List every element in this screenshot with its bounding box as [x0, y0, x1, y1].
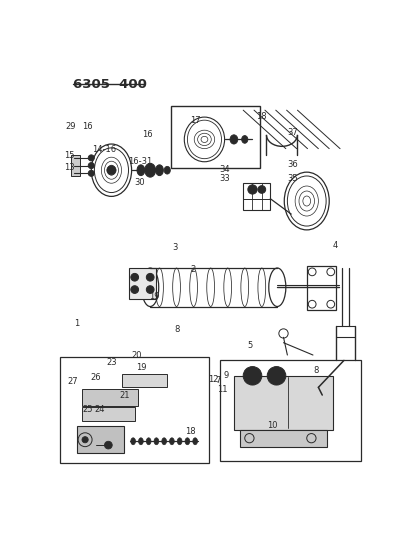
- Circle shape: [267, 367, 286, 385]
- Circle shape: [146, 286, 154, 294]
- Text: 27: 27: [67, 377, 78, 386]
- Text: 34: 34: [219, 165, 230, 174]
- Text: 26: 26: [90, 374, 101, 382]
- Bar: [240, 430, 327, 447]
- Text: 36: 36: [288, 160, 298, 169]
- Ellipse shape: [137, 165, 145, 175]
- Bar: [129, 268, 156, 299]
- Ellipse shape: [146, 438, 151, 445]
- Text: 30: 30: [134, 177, 145, 187]
- Circle shape: [131, 273, 139, 281]
- Text: 18: 18: [185, 427, 195, 436]
- Bar: [234, 376, 333, 430]
- Circle shape: [246, 370, 259, 382]
- Text: 37: 37: [288, 128, 298, 138]
- Text: 14-16: 14-16: [92, 145, 116, 154]
- Bar: [243, 183, 271, 210]
- Text: 6305  400: 6305 400: [73, 78, 146, 91]
- Circle shape: [82, 437, 88, 443]
- Bar: [78, 426, 124, 453]
- Ellipse shape: [139, 438, 143, 445]
- Circle shape: [88, 170, 94, 176]
- Text: 18: 18: [255, 112, 266, 120]
- Text: 16: 16: [142, 130, 153, 139]
- Text: 35: 35: [288, 174, 298, 183]
- Circle shape: [243, 367, 262, 385]
- Text: 29: 29: [66, 122, 76, 131]
- Circle shape: [88, 163, 94, 168]
- Bar: [220, 360, 361, 461]
- Bar: [71, 155, 80, 176]
- Circle shape: [104, 441, 112, 449]
- Ellipse shape: [131, 438, 135, 445]
- Text: 25: 25: [82, 406, 93, 415]
- Bar: [122, 374, 167, 387]
- Text: 11: 11: [217, 385, 228, 394]
- Circle shape: [248, 185, 257, 194]
- Text: 23: 23: [106, 358, 117, 367]
- Bar: [82, 389, 138, 406]
- Text: 7: 7: [215, 376, 220, 385]
- Circle shape: [88, 155, 94, 161]
- Circle shape: [271, 370, 283, 382]
- Ellipse shape: [170, 438, 174, 445]
- Text: 8: 8: [313, 366, 319, 375]
- Circle shape: [131, 286, 139, 294]
- Bar: [82, 407, 135, 421]
- Text: 20: 20: [132, 351, 142, 360]
- Ellipse shape: [145, 163, 155, 177]
- Text: 21: 21: [119, 391, 130, 400]
- Text: 1: 1: [74, 319, 80, 328]
- Text: 16-31: 16-31: [128, 157, 152, 166]
- Ellipse shape: [230, 135, 238, 144]
- Text: 19: 19: [136, 363, 146, 372]
- Bar: [171, 106, 260, 168]
- Text: 13: 13: [64, 163, 75, 172]
- Text: 2: 2: [190, 265, 195, 274]
- Text: 17: 17: [191, 116, 201, 125]
- Text: 9: 9: [224, 370, 229, 379]
- Text: 15: 15: [64, 151, 75, 160]
- Bar: [60, 357, 209, 463]
- Text: 10: 10: [267, 421, 277, 430]
- Ellipse shape: [242, 135, 248, 143]
- Text: 16: 16: [82, 122, 93, 131]
- Text: 8: 8: [175, 326, 180, 334]
- Text: 3: 3: [172, 243, 177, 252]
- Ellipse shape: [193, 438, 197, 445]
- Text: 12: 12: [208, 375, 218, 384]
- Circle shape: [146, 273, 154, 281]
- Ellipse shape: [155, 165, 163, 175]
- Bar: [307, 265, 336, 310]
- Ellipse shape: [164, 166, 171, 174]
- Circle shape: [107, 166, 116, 175]
- Ellipse shape: [154, 438, 159, 445]
- Text: 24: 24: [95, 406, 105, 415]
- Text: 5: 5: [247, 341, 252, 350]
- Circle shape: [258, 185, 266, 193]
- Ellipse shape: [185, 438, 190, 445]
- Text: 19: 19: [149, 292, 160, 301]
- Text: 4: 4: [333, 241, 337, 251]
- Ellipse shape: [162, 438, 166, 445]
- Text: 33: 33: [219, 174, 230, 183]
- Ellipse shape: [177, 438, 182, 445]
